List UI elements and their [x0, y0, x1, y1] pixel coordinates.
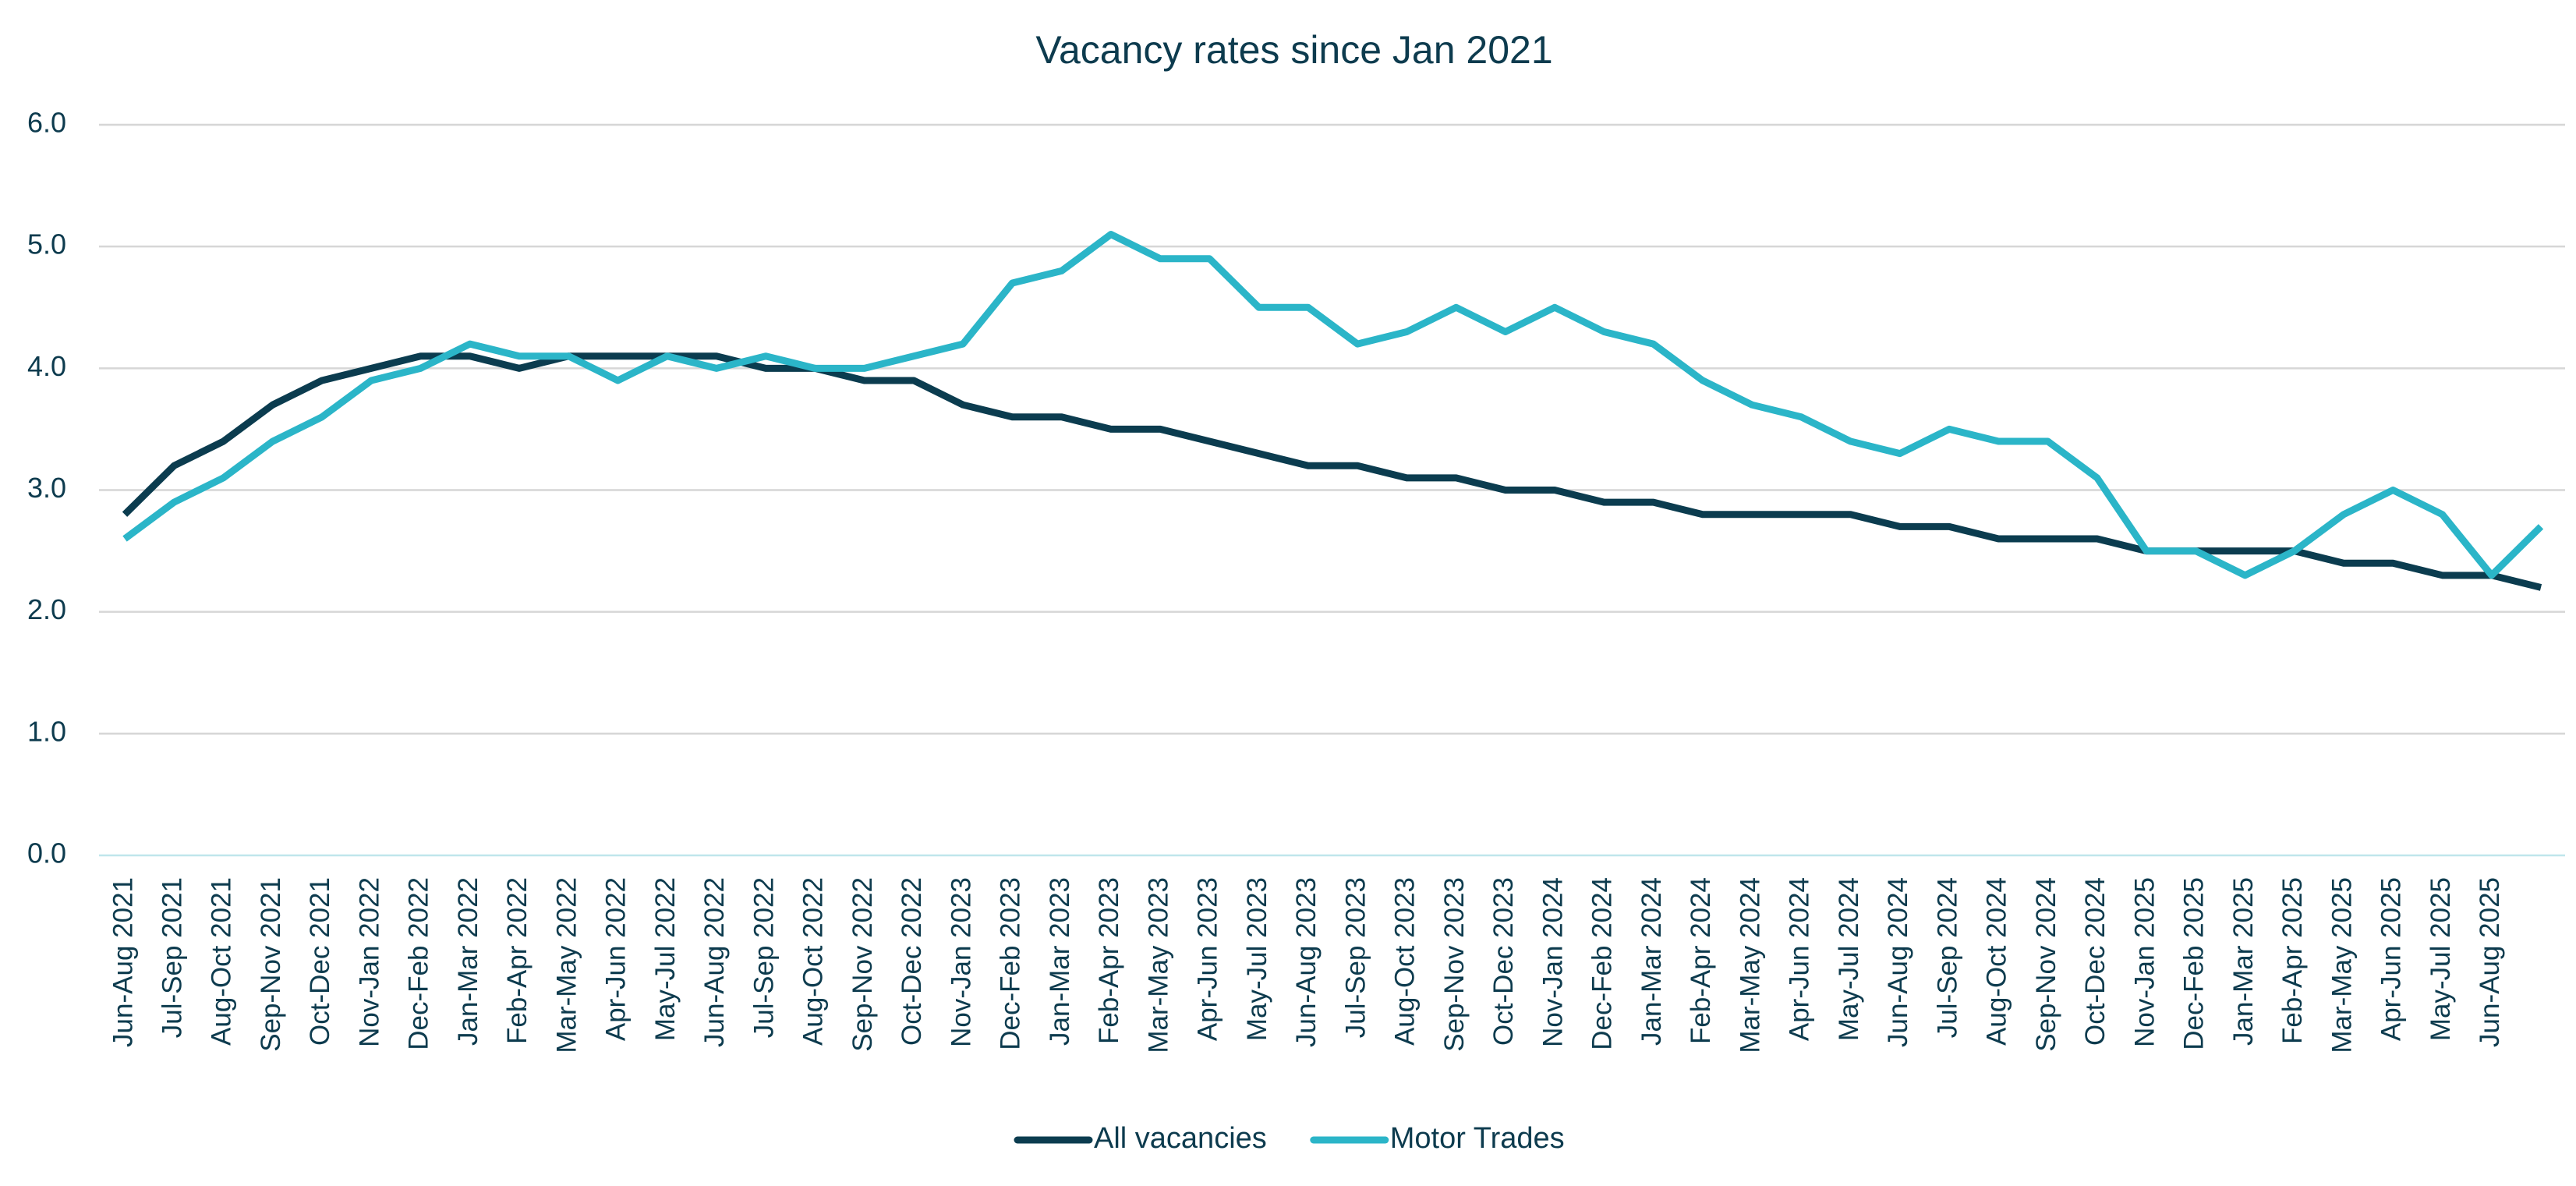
x-tick-label: Jun-Aug 2023 — [1291, 877, 1322, 1047]
y-tick-label: 5.0 — [27, 228, 66, 260]
x-tick-label: May-Jul 2022 — [650, 877, 681, 1041]
y-tick-label: 6.0 — [27, 107, 66, 139]
x-tick-label: Aug-Oct 2023 — [1390, 877, 1421, 1046]
x-tick-label: Feb-Apr 2022 — [502, 877, 533, 1044]
x-tick-label: May-Jul 2023 — [1242, 877, 1272, 1041]
x-tick-label: May-Jul 2024 — [1834, 877, 1864, 1041]
y-tick-label: 0.0 — [27, 837, 66, 869]
x-tick-label: Apr-Jun 2022 — [601, 877, 632, 1041]
legend-label: All vacancies — [1094, 1122, 1267, 1155]
x-tick-label: Apr-Jun 2023 — [1193, 877, 1223, 1041]
x-tick-label: Aug-Oct 2022 — [798, 877, 829, 1046]
line — [122, 231, 2544, 579]
x-tick-label: May-Jul 2025 — [2426, 877, 2456, 1041]
x-tick-label: Aug-Oct 2021 — [207, 877, 237, 1046]
x-tick-label: Dec-Feb 2024 — [1587, 877, 1618, 1050]
x-tick-label: Dec-Feb 2025 — [2179, 877, 2210, 1050]
x-tick-label: Jun-Aug 2021 — [108, 877, 138, 1047]
x-tick-label: Jan-Mar 2025 — [2228, 877, 2259, 1046]
x-tick-label: Sep-Nov 2021 — [256, 877, 286, 1052]
x-tick-label: Oct-Dec 2024 — [2080, 877, 2111, 1046]
x-tick-label: Jul-Sep 2024 — [1932, 877, 1962, 1038]
x-tick-label: Feb-Apr 2023 — [1094, 877, 1124, 1044]
x-tick-label: Jan-Mar 2024 — [1637, 877, 1667, 1046]
x-tick-label: Aug-Oct 2024 — [1982, 877, 2012, 1046]
x-tick-label: Apr-Jun 2025 — [2376, 877, 2407, 1041]
legend-label: Motor Trades — [1390, 1122, 1565, 1155]
x-tick-label: Sep-Nov 2023 — [1439, 877, 1470, 1052]
x-tick-label: Oct-Dec 2023 — [1488, 877, 1519, 1046]
x-tick-label: Jul-Sep 2023 — [1340, 877, 1371, 1038]
chart-title: Vacancy rates since Jan 2021 — [1035, 28, 1552, 72]
line — [122, 352, 2542, 591]
x-tick-label: Mar-May 2022 — [551, 877, 582, 1053]
y-tick-label: 4.0 — [27, 350, 66, 382]
x-tick-label: Jul-Sep 2022 — [748, 877, 779, 1038]
x-tick-label: Nov-Jan 2024 — [1537, 877, 1568, 1047]
x-tick-label: Dec-Feb 2023 — [996, 877, 1026, 1050]
x-tick-label: Nov-Jan 2023 — [946, 877, 976, 1047]
x-tick-label: Feb-Apr 2025 — [2277, 877, 2308, 1044]
y-tick-label: 2.0 — [27, 593, 66, 625]
x-tick-label: Mar-May 2024 — [1735, 877, 1765, 1053]
x-tick-label: Dec-Feb 2022 — [404, 877, 434, 1050]
y-tick-label: 3.0 — [27, 472, 66, 504]
x-tick-label: Oct-Dec 2022 — [897, 877, 927, 1046]
x-tick-label: Jun-Aug 2022 — [699, 877, 730, 1047]
x-tick-label: Mar-May 2025 — [2327, 877, 2357, 1053]
x-tick-label: Jun-Aug 2025 — [2475, 877, 2505, 1047]
x-tick-label: Sep-Nov 2024 — [2031, 877, 2061, 1052]
x-tick-label: Apr-Jun 2024 — [1785, 877, 1815, 1041]
x-tick-label: Jun-Aug 2024 — [1883, 877, 1913, 1047]
x-tick-label: Feb-Apr 2024 — [1686, 877, 1716, 1044]
y-tick-label: 1.0 — [27, 715, 66, 747]
x-tick-label: Sep-Nov 2022 — [847, 877, 878, 1052]
x-tick-label: Nov-Jan 2022 — [354, 877, 384, 1047]
x-tick-label: Jan-Mar 2023 — [1045, 877, 1075, 1046]
x-tick-label: Jan-Mar 2022 — [453, 877, 483, 1046]
x-tick-label: Oct-Dec 2021 — [305, 877, 335, 1046]
x-tick-label: Mar-May 2023 — [1143, 877, 1173, 1053]
x-tick-label: Jul-Sep 2021 — [157, 877, 187, 1038]
x-tick-label: Nov-Jan 2025 — [2129, 877, 2160, 1047]
